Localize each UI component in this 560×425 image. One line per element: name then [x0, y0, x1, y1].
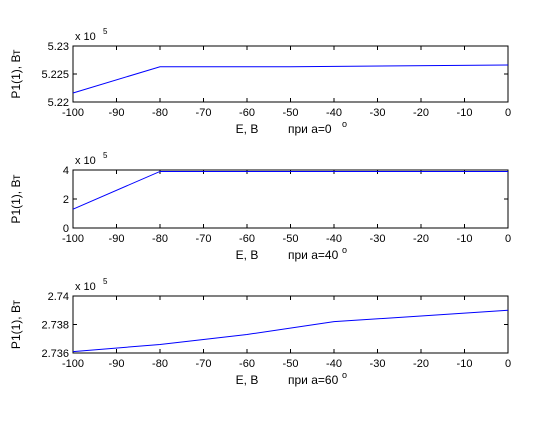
y-tick-label: 2.738: [41, 320, 69, 332]
x-axis-label: E, В: [236, 122, 259, 136]
angle-annotation: при a=0: [288, 122, 332, 136]
x-tick-label: 0: [505, 358, 511, 370]
x-tick-label: -70: [196, 358, 212, 370]
exponent-base: x 10: [75, 31, 96, 43]
x-tick-label: -80: [152, 233, 168, 245]
degree-mark: o: [342, 119, 347, 129]
axes-box-3: [72, 295, 509, 354]
x-tick-label: -100: [62, 107, 84, 119]
exponent-power: 5: [103, 277, 108, 286]
x-tick-label: -80: [152, 358, 168, 370]
x-tick-label: -10: [457, 107, 473, 119]
series-line-2: [72, 170, 508, 210]
angle-annotation: при a=40: [288, 248, 339, 262]
x-tick-label: -30: [370, 358, 386, 370]
x-tick-label: -30: [370, 107, 386, 119]
y-tick-label: 2.736: [41, 348, 69, 360]
x-tick-label: -30: [370, 233, 386, 245]
x-tick-label: -90: [109, 233, 125, 245]
y-tick-label: 0: [63, 223, 69, 235]
x-tick-label: -100: [62, 233, 84, 245]
y-axis-label: P1(1), Вт: [9, 49, 23, 99]
exponent-power: 5: [103, 27, 108, 36]
x-tick-label: -60: [239, 233, 255, 245]
axes-box-1: [72, 45, 509, 103]
y-tick-label: 5.23: [48, 41, 69, 53]
x-tick-label: 0: [505, 233, 511, 245]
axes-box-2: [72, 169, 509, 229]
y-tick-label: 2: [63, 194, 69, 206]
x-tick-label: -60: [239, 107, 255, 119]
x-tick-label: -80: [152, 107, 168, 119]
degree-mark: o: [342, 245, 347, 255]
x-tick-label: -40: [326, 107, 342, 119]
x-tick-label: -100: [62, 358, 84, 370]
series-line-1: [72, 64, 509, 94]
x-tick-label: -20: [413, 358, 429, 370]
x-tick-label: -60: [239, 358, 255, 370]
x-tick-label: -20: [413, 107, 429, 119]
x-tick-label: -20: [413, 233, 429, 245]
y-tick-label: 5.225: [41, 69, 69, 81]
y-tick-label: 2.74: [48, 291, 69, 303]
x-tick-label: -70: [196, 233, 212, 245]
x-tick-label: -50: [283, 107, 299, 119]
exponent-base: x 10: [75, 281, 96, 293]
angle-annotation: при a=60: [288, 373, 339, 387]
x-tick-label: -70: [196, 107, 212, 119]
y-axis-label: P1(1), Вт: [9, 299, 23, 349]
degree-mark: o: [342, 370, 347, 380]
x-tick-label: -40: [326, 358, 342, 370]
series-line-3: [72, 309, 509, 353]
x-tick-label: -90: [109, 107, 125, 119]
exponent-base: x 10: [75, 155, 96, 167]
y-axis-label: P1(1), Вт: [9, 174, 23, 224]
x-tick-label: -50: [283, 358, 299, 370]
x-axis-label: E, В: [236, 373, 259, 387]
x-tick-label: -10: [457, 233, 473, 245]
y-tick-label: 5.22: [48, 97, 69, 109]
x-axis-label: E, В: [236, 248, 259, 262]
y-tick-label: 4: [63, 165, 69, 177]
x-tick-label: -40: [326, 233, 342, 245]
x-tick-label: -50: [283, 233, 299, 245]
x-tick-label: -90: [109, 358, 125, 370]
x-tick-label: 0: [505, 107, 511, 119]
x-tick-label: -10: [457, 358, 473, 370]
exponent-power: 5: [103, 151, 108, 160]
